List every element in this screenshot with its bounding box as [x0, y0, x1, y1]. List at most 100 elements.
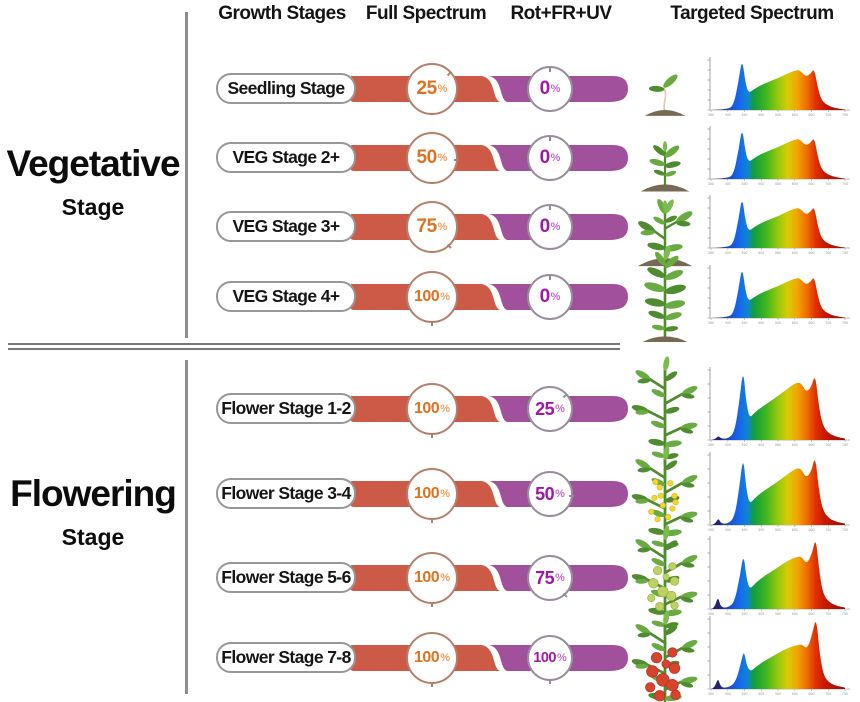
- svg-text:750: 750: [842, 612, 848, 616]
- section-divider: [8, 343, 620, 350]
- svg-text:750: 750: [842, 321, 848, 325]
- full-spectrum-badge: 100%: [406, 271, 458, 326]
- full-spectrum-value: 100: [414, 649, 440, 666]
- svg-text:650: 650: [809, 113, 815, 117]
- intensity-bars: [350, 396, 628, 422]
- svg-text:550: 550: [775, 528, 781, 532]
- svg-text:500: 500: [758, 321, 764, 325]
- svg-text:600: 600: [792, 692, 798, 696]
- svg-text:500: 500: [758, 443, 764, 447]
- percent-sign: %: [437, 152, 448, 164]
- svg-text:450: 450: [742, 528, 748, 532]
- intensity-bars: [350, 645, 628, 671]
- spectrum-curve: [711, 271, 845, 318]
- seedling-in-soil-icon: [644, 74, 686, 116]
- rot-fr-uv-badge: 50%: [527, 471, 574, 517]
- svg-text:700: 700: [825, 321, 831, 325]
- intensity-bars: [350, 214, 628, 240]
- svg-text:650: 650: [809, 321, 815, 325]
- percent-sign: %: [440, 291, 450, 303]
- rot-fr-uv-value: 0: [539, 216, 551, 237]
- svg-text:700: 700: [825, 692, 831, 696]
- svg-text:500: 500: [758, 612, 764, 616]
- column-header-rot-fr-uv: Rot+FR+UV: [510, 3, 612, 24]
- svg-text:500: 500: [758, 528, 764, 532]
- svg-text:550: 550: [775, 182, 781, 186]
- svg-text:400: 400: [725, 182, 731, 186]
- full-spectrum-badge: 100%: [406, 468, 458, 523]
- section-label-vegetative: Vegetative Stage: [0, 143, 186, 221]
- gauge-tick-icon: [549, 275, 551, 280]
- gauge-tick-icon: [431, 433, 433, 438]
- young-plant-in-soil-icon: [640, 141, 690, 192]
- rot-fr-uv-badge: 100%: [527, 635, 573, 684]
- svg-text:400: 400: [725, 612, 731, 616]
- stage-label-capsule: Flower Stage 7-8: [216, 642, 356, 673]
- gauge-tick-icon: [446, 243, 452, 249]
- full-spectrum-value: 25: [416, 78, 438, 99]
- section-title: Flowering: [10, 473, 177, 514]
- svg-text:700: 700: [825, 113, 831, 117]
- gauge-tick-icon: [549, 67, 551, 72]
- svg-text:600: 600: [792, 612, 798, 616]
- svg-text:750: 750: [842, 528, 848, 532]
- rot-fr-uv-badge: 0%: [527, 135, 573, 181]
- svg-text:550: 550: [775, 612, 781, 616]
- section-subtitle: Stage: [61, 194, 125, 220]
- gauge-tick-icon: [562, 592, 568, 598]
- svg-text:550: 550: [775, 692, 781, 696]
- svg-text:700: 700: [825, 182, 831, 186]
- spectrum-curve: [711, 622, 845, 689]
- targeted-spectrum-chart: 350 400 450 500 550 600 650 700 750: [707, 452, 850, 532]
- percent-sign: %: [550, 83, 561, 95]
- targeted-spectrum-chart: 350 400 450 500 550 600 650 700 750: [707, 616, 850, 696]
- rot-fr-uv-value: 0: [539, 147, 551, 168]
- stage-label: VEG Stage 3+: [232, 216, 340, 236]
- percent-sign: %: [555, 572, 565, 584]
- percent-sign: %: [550, 152, 561, 164]
- percent-sign: %: [437, 221, 448, 233]
- svg-text:650: 650: [809, 692, 815, 696]
- rot-fr-uv-value: 50: [535, 483, 555, 504]
- svg-text:600: 600: [792, 182, 798, 186]
- stage-label-capsule: VEG Stage 3+: [216, 211, 356, 242]
- spectrum-curve: [711, 376, 845, 440]
- gauge-tick-icon: [549, 205, 551, 210]
- rot-fr-uv-badge: 0%: [527, 204, 573, 250]
- svg-text:700: 700: [825, 612, 831, 616]
- stage-label-capsule: VEG Stage 4+: [216, 281, 356, 312]
- svg-text:700: 700: [825, 528, 831, 532]
- svg-text:650: 650: [809, 528, 815, 532]
- column-header-full-spectrum: Full Spectrum: [365, 3, 487, 24]
- svg-text:400: 400: [725, 113, 731, 117]
- svg-text:600: 600: [792, 443, 798, 447]
- svg-text:450: 450: [742, 321, 748, 325]
- gauge-tick-icon: [431, 321, 433, 326]
- gauge-tick-icon: [569, 495, 574, 497]
- rot-fr-uv-badge: 75%: [527, 555, 573, 601]
- full-spectrum-value: 100: [414, 485, 440, 502]
- svg-text:400: 400: [725, 321, 731, 325]
- percent-sign: %: [555, 488, 565, 500]
- rot-fr-uv-value: 75: [535, 567, 555, 588]
- stage-label-capsule: Flower Stage 3-4: [216, 478, 356, 509]
- svg-text:350: 350: [708, 321, 714, 325]
- intensity-bars: [350, 76, 628, 102]
- full-spectrum-value: 100: [414, 400, 440, 417]
- svg-text:400: 400: [725, 443, 731, 447]
- svg-text:750: 750: [842, 443, 848, 447]
- gauge-tick-icon: [454, 159, 459, 161]
- svg-text:650: 650: [809, 251, 815, 255]
- svg-text:450: 450: [742, 182, 748, 186]
- svg-text:450: 450: [742, 612, 748, 616]
- rot-fr-uv-value: 0: [539, 78, 551, 99]
- full-spectrum-badge: 100%: [406, 383, 458, 438]
- gauge-tick-icon: [549, 679, 551, 684]
- full-spectrum-badge: 25%: [406, 63, 458, 115]
- spectrum-curve: [711, 132, 845, 179]
- svg-text:550: 550: [775, 321, 781, 325]
- intensity-bars: [350, 284, 628, 310]
- vertical-divider-top: [185, 12, 188, 338]
- section-title: Vegetative: [6, 143, 180, 184]
- spectrum-curve: [711, 201, 845, 248]
